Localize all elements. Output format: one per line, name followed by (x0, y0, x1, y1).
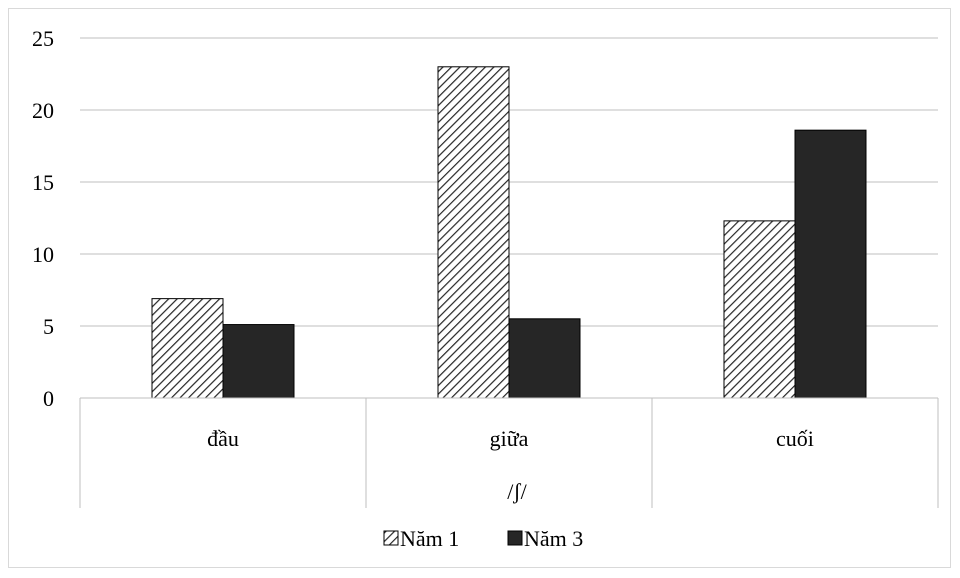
y-tick-label: 5 (43, 314, 54, 339)
legend-swatch (383, 530, 399, 546)
legend: Năm 1 Năm 3 (383, 526, 583, 551)
legend-label: Năm 3 (524, 526, 583, 551)
x-axis-group-label: /ʃ/ (507, 479, 527, 504)
category-label: giữa (490, 426, 529, 451)
y-axis-tick-labels: 0 5 10 15 20 25 (32, 26, 54, 411)
y-tick-label: 20 (32, 98, 54, 123)
legend-swatch (507, 530, 523, 546)
bar-nam-3 (794, 129, 867, 399)
category-label: cuối (776, 426, 814, 451)
bar-nam-1 (437, 66, 510, 399)
category-axis (79, 397, 939, 508)
y-tick-label: 0 (43, 386, 54, 411)
y-tick-label: 15 (32, 170, 54, 195)
y-tick-label: 25 (32, 26, 54, 51)
bars (151, 66, 867, 399)
bar-nam-3 (222, 324, 295, 399)
bar-nam-1 (723, 220, 796, 399)
category-labels: đầu giữa cuối (207, 426, 814, 451)
category-label: đầu (207, 426, 239, 451)
bar-nam-1 (151, 298, 224, 399)
y-tick-label: 10 (32, 242, 54, 267)
legend-label: Năm 1 (400, 526, 459, 551)
bar-nam-3 (508, 318, 581, 399)
